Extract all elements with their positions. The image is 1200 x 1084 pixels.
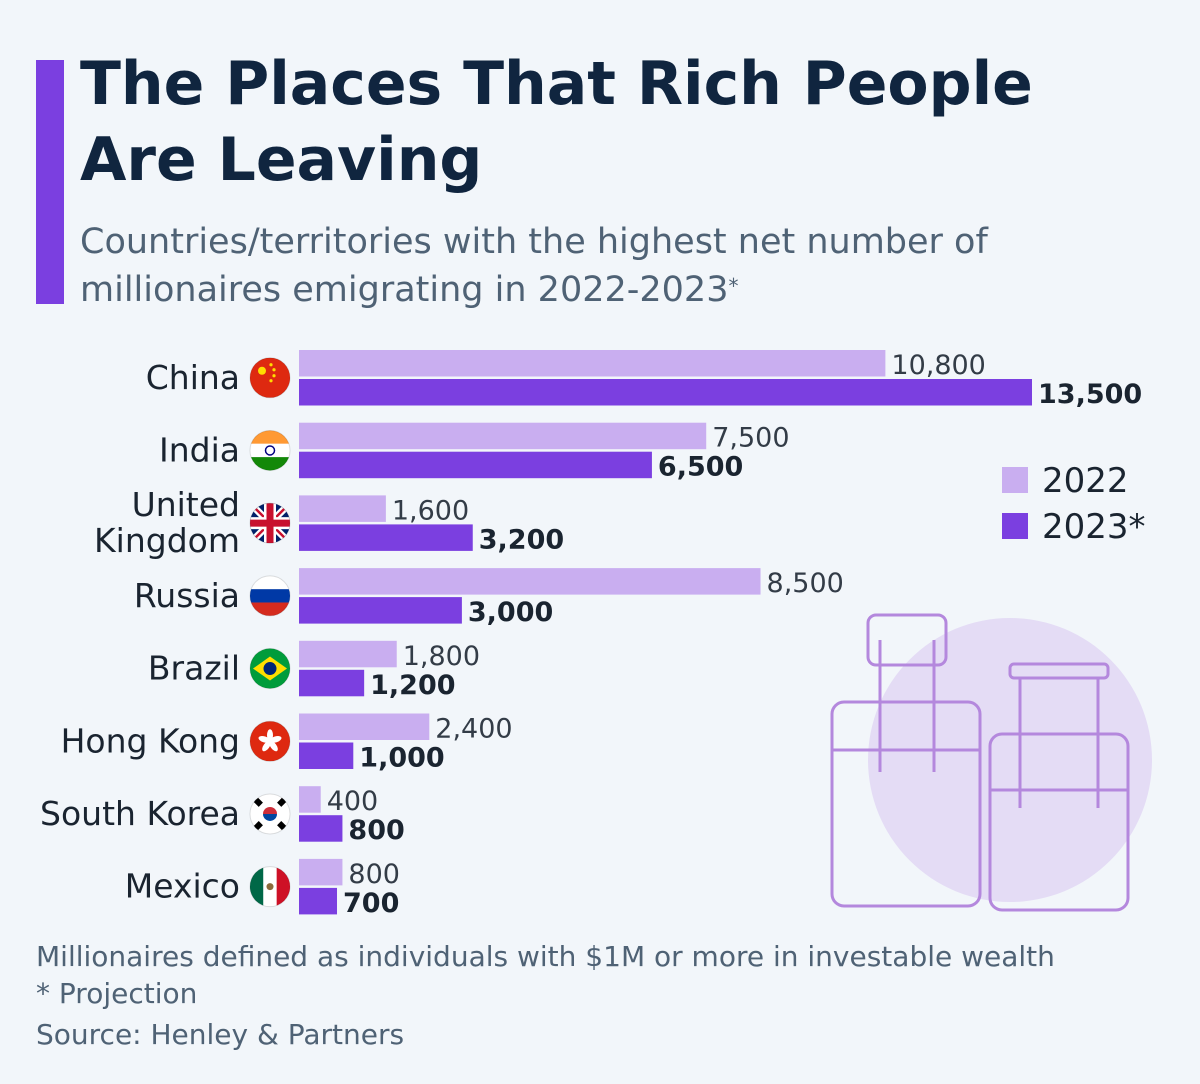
value-label-2023-7: 700 bbox=[343, 888, 399, 919]
uk-flag-icon bbox=[250, 503, 290, 544]
value-label-2022-4: 1,800 bbox=[403, 641, 480, 672]
bar-2022-0 bbox=[299, 350, 886, 377]
chart-title: The Places That Rich People Are Leaving bbox=[80, 49, 1033, 195]
category-label-6: South Korea bbox=[40, 794, 240, 833]
bar-2023-6 bbox=[299, 815, 343, 842]
accent-bar bbox=[36, 60, 64, 304]
bar-2023-5 bbox=[299, 742, 354, 769]
value-label-2023-1: 6,500 bbox=[658, 452, 743, 483]
value-label-2023-2: 3,200 bbox=[479, 524, 564, 555]
footnote-source: Source: Henley & Partners bbox=[36, 1018, 405, 1051]
luggage-globe-icon bbox=[830, 613, 1152, 912]
legend-label-2022: 2022 bbox=[1042, 461, 1129, 501]
bar-2022-4 bbox=[299, 640, 397, 668]
category-label-0: China bbox=[146, 358, 240, 397]
subtitle-asterisk: * bbox=[728, 274, 739, 298]
footnote-projection: * Projection bbox=[36, 977, 198, 1010]
chart-subtitle: Countries/territories with the highest n… bbox=[80, 218, 1080, 314]
india-flag-icon bbox=[250, 430, 290, 471]
value-label-2022-7: 800 bbox=[348, 859, 400, 890]
legend-swatch-2023 bbox=[1002, 513, 1028, 539]
value-label-2023-3: 3,000 bbox=[468, 597, 553, 628]
category-label-2-line0: United bbox=[132, 485, 240, 524]
legend-label-2023: 2023* bbox=[1042, 507, 1146, 547]
bar-2023-3 bbox=[299, 597, 462, 624]
bar-2022-3 bbox=[299, 568, 761, 595]
subtitle-text: Countries/territories with the highest n… bbox=[80, 222, 988, 310]
category-label-3: Russia bbox=[134, 576, 240, 615]
value-label-2022-2: 1,600 bbox=[392, 495, 469, 526]
value-label-2023-0: 13,500 bbox=[1038, 379, 1142, 410]
category-label-4: Brazil bbox=[148, 649, 240, 688]
brazil-flag-icon bbox=[250, 648, 290, 689]
bar-2022-6 bbox=[299, 786, 321, 813]
bar-2023-0 bbox=[299, 379, 1032, 406]
value-label-2022-3: 8,500 bbox=[767, 568, 844, 599]
bar-2022-1 bbox=[299, 422, 707, 450]
footnote-definition: Millionaires defined as individuals with… bbox=[36, 940, 1055, 973]
value-label-2022-5: 2,400 bbox=[435, 714, 512, 745]
legend-swatch-2022 bbox=[1002, 467, 1028, 493]
value-label-2022-0: 10,800 bbox=[891, 350, 985, 381]
category-label-2-line1: Kingdom bbox=[94, 521, 240, 560]
mexico-flag-icon bbox=[250, 866, 290, 907]
bar-2022-7 bbox=[299, 858, 343, 886]
china-flag-icon bbox=[250, 357, 290, 398]
category-label-1: India bbox=[159, 430, 240, 469]
value-label-2022-6: 400 bbox=[327, 786, 379, 817]
bar-2023-1 bbox=[299, 451, 652, 479]
bar-2023-7 bbox=[299, 887, 338, 915]
value-label-2023-4: 1,200 bbox=[370, 670, 455, 701]
value-label-2022-1: 7,500 bbox=[712, 423, 789, 454]
hong-kong-flag-icon bbox=[250, 721, 290, 762]
bar-2022-5 bbox=[299, 713, 430, 740]
category-label-7: Mexico bbox=[125, 867, 240, 906]
value-label-2023-6: 800 bbox=[348, 815, 404, 846]
category-label-5: Hong Kong bbox=[61, 721, 240, 760]
bar-2023-2 bbox=[299, 524, 473, 551]
value-label-2023-5: 1,000 bbox=[359, 743, 444, 774]
russia-flag-icon bbox=[250, 575, 290, 616]
bar-2022-2 bbox=[299, 495, 386, 522]
bar-2023-4 bbox=[299, 669, 365, 697]
